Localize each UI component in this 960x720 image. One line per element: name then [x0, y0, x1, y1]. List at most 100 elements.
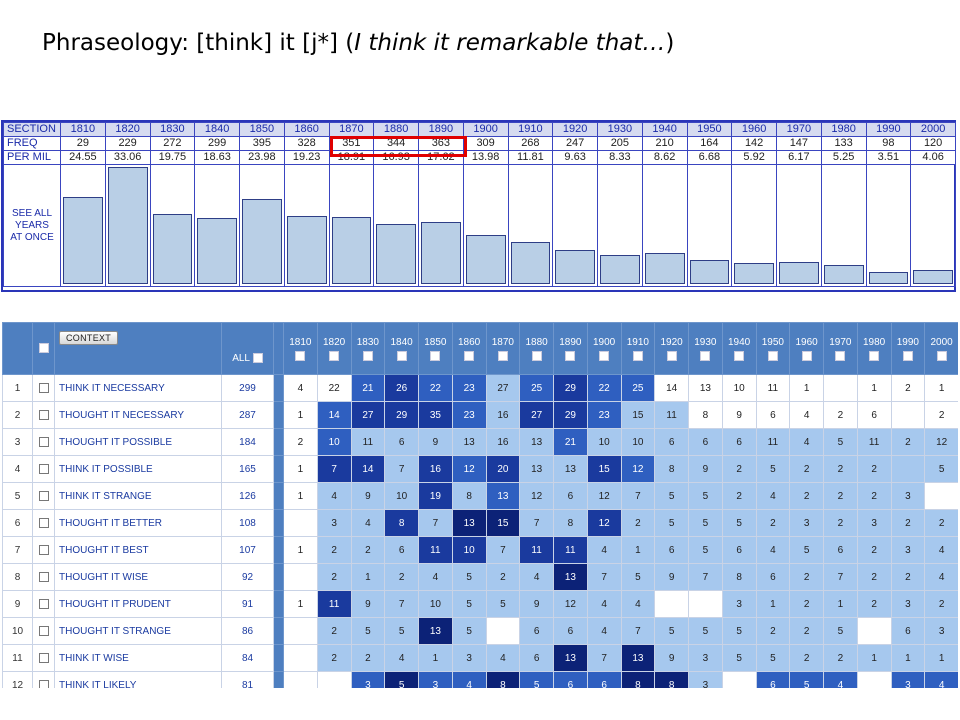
year-header-1910[interactable]: 1910	[620, 322, 656, 375]
year-count-cell[interactable]	[856, 617, 892, 645]
year-count-cell[interactable]: 2	[316, 536, 352, 564]
year-count-cell[interactable]: 1	[620, 536, 656, 564]
year-count-cell[interactable]: 23	[451, 401, 487, 429]
year-count-cell[interactable]: 9	[654, 644, 689, 672]
year-count-cell[interactable]: 8	[721, 563, 757, 591]
year-count-cell[interactable]: 5	[519, 671, 554, 688]
row-checkbox[interactable]	[38, 679, 49, 688]
year-count-cell[interactable]: 6	[553, 617, 588, 645]
row-checkbox-cell[interactable]	[32, 617, 55, 645]
section-year-1980[interactable]: 1980	[820, 122, 867, 137]
year-checkbox-1830[interactable]	[362, 350, 373, 361]
year-count-cell[interactable]: 10	[384, 482, 419, 510]
section-year-1950[interactable]: 1950	[686, 122, 733, 137]
year-count-cell[interactable]: 2	[755, 617, 791, 645]
year-count-cell[interactable]: 5	[823, 617, 858, 645]
bar-cell-2000[interactable]	[910, 164, 956, 287]
year-checkbox-1890[interactable]	[565, 350, 576, 361]
year-count-cell[interactable]: 11	[350, 428, 386, 456]
year-count-cell[interactable]: 4	[586, 617, 622, 645]
year-count-cell[interactable]: 6	[721, 536, 757, 564]
phrase-link[interactable]: THOUGHT IT POSSIBLE	[54, 428, 222, 456]
year-checkbox-1870[interactable]	[497, 350, 508, 361]
year-count-cell[interactable]: 3	[721, 590, 757, 618]
year-count-cell[interactable]: 2	[789, 644, 824, 672]
year-count-cell[interactable]: 4	[384, 644, 419, 672]
year-count-cell[interactable]: 4	[789, 428, 824, 456]
year-count-cell[interactable]: 13	[553, 455, 588, 483]
section-year-1900[interactable]: 1900	[462, 122, 509, 137]
year-count-cell[interactable]: 1	[890, 644, 926, 672]
section-year-1810[interactable]: 1810	[60, 122, 106, 137]
year-count-cell[interactable]: 11	[316, 590, 352, 618]
year-count-cell[interactable]: 8	[553, 509, 588, 537]
year-count-cell[interactable]: 4	[586, 536, 622, 564]
year-count-cell[interactable]: 2	[856, 563, 892, 591]
bar-cell-1820[interactable]	[104, 164, 151, 287]
year-header-1870[interactable]: 1870	[485, 322, 521, 375]
year-count-cell[interactable]	[890, 401, 926, 429]
year-count-cell[interactable]: 3	[924, 617, 958, 645]
year-count-cell[interactable]: 5	[688, 509, 723, 537]
year-count-cell[interactable]: 16	[485, 401, 521, 429]
section-year-1850[interactable]: 1850	[239, 122, 285, 137]
year-count-cell[interactable]: 5	[721, 644, 757, 672]
year-header-1920[interactable]: 1920	[654, 322, 689, 375]
year-count-cell[interactable]: 12	[553, 590, 588, 618]
section-year-1970[interactable]: 1970	[776, 122, 822, 137]
year-count-cell[interactable]: 2	[316, 617, 352, 645]
row-checkbox-cell[interactable]	[32, 563, 55, 591]
year-count-cell[interactable]: 2	[789, 563, 824, 591]
row-checkbox-cell[interactable]	[32, 401, 55, 429]
frequency-bar-1890[interactable]	[421, 222, 461, 284]
bar-cell-1910[interactable]	[507, 164, 554, 287]
section-year-1880[interactable]: 1880	[373, 122, 419, 137]
year-count-cell[interactable]: 2	[755, 509, 791, 537]
year-count-cell[interactable]: 1	[789, 374, 824, 402]
year-count-cell[interactable]: 6	[384, 428, 419, 456]
row-checkbox[interactable]	[38, 382, 49, 393]
year-header-1970[interactable]: 1970	[823, 322, 858, 375]
year-count-cell[interactable]: 9	[418, 428, 453, 456]
phrase-link[interactable]: THOUGHT IT BETTER	[54, 509, 222, 537]
year-count-cell[interactable]: 5	[384, 617, 419, 645]
year-header-1930[interactable]: 1930	[688, 322, 723, 375]
year-count-cell[interactable]: 1	[755, 590, 791, 618]
section-year-1930[interactable]: 1930	[597, 122, 643, 137]
year-count-cell[interactable]: 5	[451, 563, 487, 591]
year-count-cell[interactable]: 9	[519, 590, 554, 618]
bar-cell-1840[interactable]	[194, 164, 240, 287]
year-count-cell[interactable]: 2	[924, 509, 958, 537]
year-count-cell[interactable]: 6	[856, 401, 892, 429]
bar-cell-1880[interactable]	[373, 164, 419, 287]
year-checkbox-1900[interactable]	[599, 350, 610, 361]
frequency-bar-1830[interactable]	[152, 214, 193, 284]
row-checkbox[interactable]	[38, 571, 49, 582]
year-count-cell[interactable]: 22	[586, 374, 622, 402]
year-count-cell[interactable]: 23	[451, 374, 487, 402]
row-checkbox[interactable]	[38, 652, 49, 663]
year-count-cell[interactable]: 2	[721, 482, 757, 510]
section-year-1830[interactable]: 1830	[149, 122, 196, 137]
year-count-cell[interactable]: 9	[350, 590, 386, 618]
frequency-bar-1900[interactable]	[465, 235, 506, 284]
year-count-cell[interactable]: 14	[316, 401, 352, 429]
year-count-cell[interactable]: 7	[620, 482, 656, 510]
year-count-cell[interactable]: 16	[418, 455, 453, 483]
year-header-1850[interactable]: 1850	[418, 322, 453, 375]
year-count-cell[interactable]: 14	[350, 455, 386, 483]
year-checkbox-1810[interactable]	[295, 350, 306, 361]
year-count-cell[interactable]: 3	[688, 644, 723, 672]
year-count-cell[interactable]: 5	[755, 644, 791, 672]
year-count-cell[interactable]: 12	[924, 428, 958, 456]
year-count-cell[interactable]: 11	[654, 401, 689, 429]
year-count-cell[interactable]: 2	[350, 644, 386, 672]
year-count-cell[interactable]	[283, 671, 318, 688]
year-count-cell[interactable]: 3	[890, 671, 926, 688]
year-count-cell[interactable]: 5	[823, 428, 858, 456]
year-header-1890[interactable]: 1890	[553, 322, 588, 375]
phrase-link[interactable]: THOUGHT IT STRANGE	[54, 617, 222, 645]
frequency-bar-1810[interactable]	[63, 197, 103, 284]
year-header-1880[interactable]: 1880	[519, 322, 554, 375]
year-count-cell[interactable]: 7	[586, 563, 622, 591]
